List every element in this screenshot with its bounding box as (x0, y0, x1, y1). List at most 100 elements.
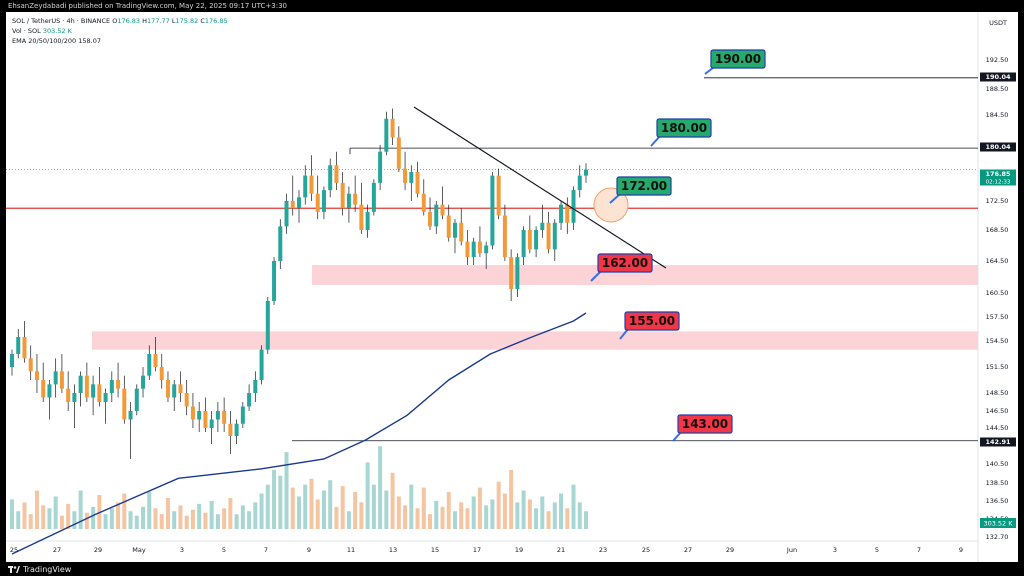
x-axis-tick: 27 (53, 546, 61, 554)
candle-body (515, 257, 520, 289)
volume-bar (122, 493, 127, 529)
legend-volume-label[interactable]: Vol · SOL (12, 27, 41, 35)
candle-body (490, 175, 495, 246)
volume-bar (278, 475, 283, 529)
x-axis-tick: 29 (94, 546, 102, 554)
candle-body (390, 118, 395, 138)
y-axis-tick: 172.50 (986, 197, 1009, 205)
volume-bar (409, 484, 414, 529)
x-axis-tick: 29 (726, 546, 734, 554)
candle-body (178, 384, 183, 393)
volume-bar (28, 514, 33, 529)
volume-bar (527, 499, 532, 529)
y-axis-tick: 136.50 (986, 497, 1009, 505)
volume-bar (540, 496, 545, 529)
candle-body (122, 388, 127, 420)
volume-bar (197, 503, 202, 529)
candle-body (165, 380, 170, 398)
candle-body (253, 380, 258, 393)
legend-l-label: L (171, 17, 176, 25)
candle-body (184, 393, 189, 407)
volume-bar (371, 484, 376, 529)
descending-trendline (413, 106, 667, 269)
candle-body (197, 411, 202, 420)
x-axis-tick: 19 (515, 546, 523, 554)
volume-bar (353, 492, 358, 529)
candle-body (47, 384, 52, 398)
price-badge (980, 72, 1016, 82)
legend-o-label: O (112, 17, 118, 25)
volume-bar (234, 514, 239, 529)
candle-body (584, 169, 588, 176)
volume-bar (159, 514, 164, 529)
volume-bar (452, 511, 457, 529)
target-label-text: 180.00 (661, 121, 707, 135)
volume-bar (390, 472, 395, 529)
volume-bar (247, 511, 252, 529)
volume-bar (290, 487, 295, 529)
candle-body (446, 215, 451, 238)
volume-bar (297, 496, 301, 529)
candle-body (290, 201, 295, 209)
volume-bar (190, 509, 195, 529)
x-axis-area (6, 541, 978, 562)
x-axis-tick: 9 (959, 546, 963, 554)
candle-body (434, 204, 439, 227)
candle-body (471, 241, 476, 258)
candle-body (41, 380, 46, 398)
volume-bar (203, 512, 208, 529)
candle-body (203, 411, 208, 428)
volume-bar (415, 508, 420, 529)
ema-200-line (11, 312, 587, 555)
candle-body (103, 393, 108, 402)
candle-body (222, 411, 227, 424)
candle-body (340, 182, 345, 209)
volume-bar (109, 508, 114, 529)
candle-body (172, 384, 177, 398)
candle-body (540, 222, 545, 230)
y-axis-tick: 160.50 (986, 289, 1009, 297)
candle-body (22, 337, 27, 359)
target-label-text: 172.00 (621, 179, 667, 193)
price-badge (980, 169, 1016, 186)
x-axis-tick: May (132, 546, 146, 554)
target-label-text: 143.00 (682, 417, 728, 431)
y-axis-tick: 184.50 (986, 111, 1009, 119)
volume-bar (509, 469, 514, 529)
legend-volume-value: 303.52 K (42, 27, 72, 35)
candle-body (59, 371, 64, 389)
volume-bar (91, 506, 96, 529)
volume-bar (66, 503, 71, 529)
volume-badge (980, 518, 1016, 528)
candle-body (534, 230, 539, 250)
volume-bar (315, 499, 320, 529)
volume-bar (465, 508, 470, 529)
volume-bar (253, 502, 258, 529)
volume-bar (103, 514, 108, 529)
candle-body (234, 423, 239, 436)
y-axis-tick: 151.50 (986, 363, 1009, 371)
volume-bar (153, 508, 158, 529)
candle-body (502, 215, 507, 258)
candle-body (577, 175, 582, 191)
support-zone (312, 265, 978, 285)
candle-body (10, 354, 14, 367)
target-label-box (677, 414, 733, 434)
x-axis-tick: 11 (347, 546, 355, 554)
x-axis-tick: 25 (642, 546, 650, 554)
price-badge-text: 190.04 (985, 73, 1011, 81)
candle-body (440, 204, 445, 216)
legend-ema-label[interactable]: EMA 20/50/100/200 (12, 37, 77, 45)
legend-symbol[interactable]: SOL / TetherUS · 4h · BINANCE (12, 17, 111, 25)
candle-body (109, 380, 114, 393)
candle-body (465, 241, 470, 258)
candle-body (303, 175, 308, 198)
candle-body (315, 193, 320, 212)
candle-body (147, 354, 152, 376)
volume-bar (403, 505, 408, 529)
volume-bar (59, 515, 64, 529)
volume-bar (309, 478, 314, 529)
tradingview-logo[interactable]: TradingView (8, 565, 71, 574)
volume-bar (471, 496, 476, 529)
